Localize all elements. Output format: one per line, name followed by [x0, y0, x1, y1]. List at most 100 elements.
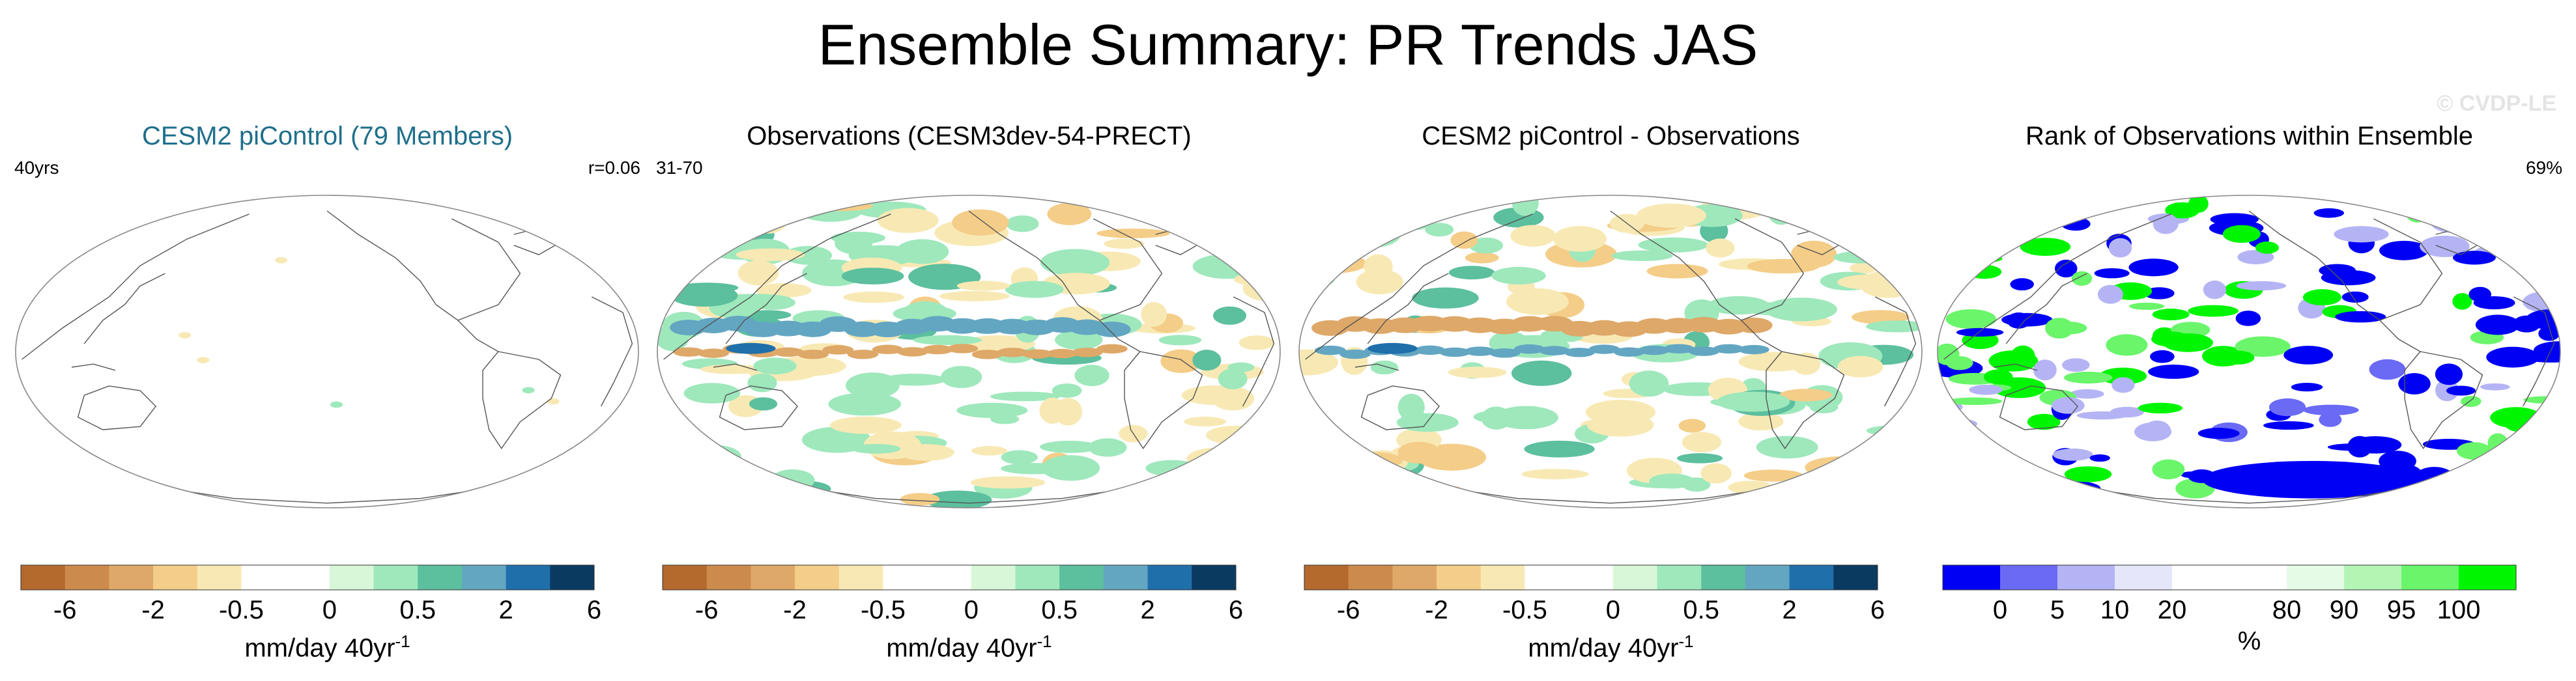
field-cell	[1938, 203, 1967, 223]
field-cell	[956, 402, 1028, 419]
field-cell	[2533, 341, 2560, 360]
coastline	[1354, 363, 1399, 371]
coastline	[2379, 320, 2421, 352]
colorbar: -6 -2 -0.5 0 0.5 2 6	[662, 564, 1243, 624]
panel-right-label: r=0.06	[588, 158, 640, 178]
colorbar-swatch	[1103, 565, 1149, 590]
world-map	[1937, 195, 2561, 508]
field-cell	[1242, 275, 1280, 301]
panel-left-label: 31-70	[656, 158, 703, 178]
field-cell	[1235, 456, 1280, 467]
field-cell	[1799, 475, 1851, 486]
field-cell	[1001, 463, 1066, 475]
field-cell	[1611, 250, 1673, 261]
field-cell	[1938, 241, 1973, 253]
field-cell	[2129, 302, 2165, 310]
field-cell	[1448, 367, 1507, 378]
field-cell	[947, 344, 979, 354]
field-cell	[1969, 384, 2003, 395]
field-cell	[2486, 346, 2540, 368]
field-cell	[1889, 434, 1922, 457]
field-cell	[1663, 344, 1695, 354]
field-cell	[2094, 268, 2130, 279]
field-cell	[2530, 456, 2551, 479]
field-cell	[2291, 383, 2323, 392]
field-cell	[1047, 202, 1092, 225]
field-cell	[1946, 397, 2003, 406]
panel-title: Observations (CESM3dev-54-PRECT)	[747, 122, 1192, 150]
field-cell	[1588, 344, 1620, 354]
field-cell	[1040, 249, 1110, 276]
colorbar-tick-label: 0	[322, 596, 337, 624]
field-cell	[2111, 377, 2135, 393]
field-cell	[2071, 271, 2093, 286]
colorbar-swatch	[1701, 565, 1746, 590]
field-cell	[1205, 197, 1245, 224]
field-cell	[1206, 425, 1265, 445]
field-cell	[828, 393, 902, 416]
field-cell	[179, 332, 192, 339]
field-cell	[1837, 355, 1883, 378]
field-cell	[2076, 411, 2128, 420]
field-cell	[1564, 348, 1596, 357]
panel-right-label: 69%	[2525, 158, 2562, 178]
colorbar-swatch	[1015, 565, 1060, 590]
field-cell	[1218, 368, 1248, 390]
field-cell	[1629, 370, 1669, 397]
colorbar-swatch	[1147, 565, 1192, 590]
field-cell	[1708, 296, 1769, 315]
colorbar-swatch	[838, 565, 883, 590]
field-cell	[2045, 480, 2101, 496]
field-cell	[2106, 334, 2148, 356]
colorbar-swatch	[1524, 565, 1569, 590]
field-cell	[1227, 362, 1255, 372]
panel-difference: CESM2 piControl - Observations -6 -2 -0.5 0…	[1290, 111, 1932, 671]
field-cell	[547, 398, 560, 405]
field-cell	[2521, 448, 2541, 466]
field-cell	[2061, 217, 2091, 231]
field-cell	[2236, 281, 2287, 291]
field-cell	[2519, 433, 2551, 442]
field-cell	[1141, 301, 1167, 327]
field-cell	[1338, 230, 1386, 247]
colorbar-swatch	[461, 565, 507, 590]
field-cell	[2263, 421, 2314, 430]
field-cell	[1001, 450, 1038, 465]
field-cell	[1792, 352, 1821, 375]
field-cell	[726, 342, 776, 354]
field-cell	[1414, 345, 1446, 355]
field-cell	[1524, 440, 1595, 458]
field-cell	[2034, 209, 2076, 217]
field-cell	[1779, 389, 1833, 402]
colorbar-swatch	[550, 565, 595, 590]
field-cell	[913, 335, 982, 345]
field-cell	[2398, 372, 2431, 395]
coastline	[725, 273, 807, 344]
field-cell	[2475, 314, 2520, 335]
field-cell	[1747, 258, 1820, 274]
field-cell	[1041, 455, 1100, 481]
field-cell	[1450, 231, 1478, 249]
field-cell	[1055, 330, 1103, 350]
field-cell	[1984, 369, 2013, 385]
field-cell	[1901, 488, 1922, 507]
field-cell	[1096, 229, 1170, 238]
field-cell	[941, 366, 982, 389]
colorbar-tick-label: 5	[2050, 596, 2065, 624]
field-cell	[1764, 298, 1837, 322]
colorbar-tick-label: 2	[498, 596, 513, 624]
field-cell	[2496, 454, 2546, 476]
field-cell	[997, 348, 1028, 357]
coastline	[1999, 385, 2079, 430]
field-cell	[2506, 469, 2548, 480]
field-cell	[1357, 221, 1428, 232]
colorbar-tick-label: 100	[2437, 596, 2481, 624]
field-cell	[330, 401, 343, 408]
field-cell	[2220, 350, 2255, 365]
field-cell	[1370, 360, 1399, 375]
field-cell	[2490, 407, 2542, 428]
field-cell	[2165, 202, 2200, 219]
field-cell	[753, 357, 797, 375]
field-cell	[1145, 460, 1199, 477]
panel-title: Rank of Observations within Ensemble	[2025, 122, 2473, 150]
